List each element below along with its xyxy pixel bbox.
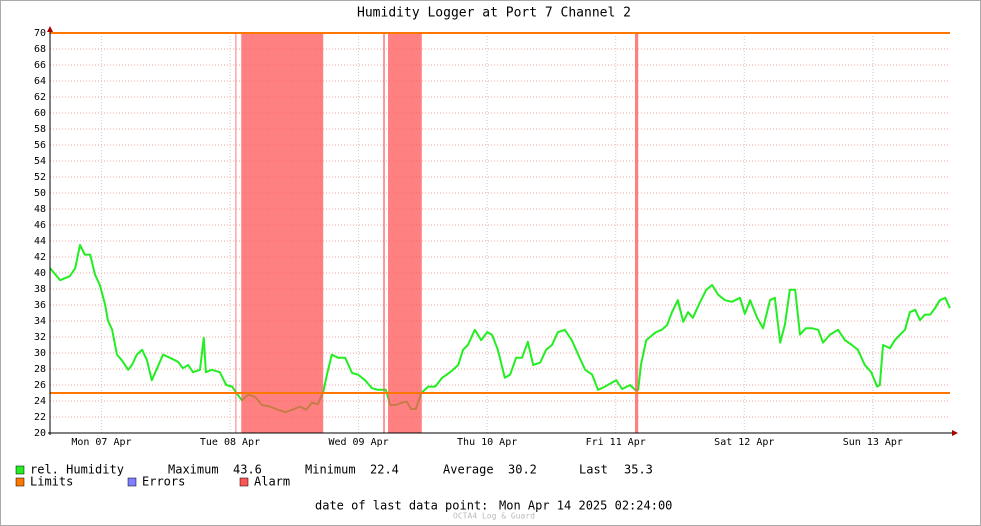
alarm-period	[241, 33, 324, 433]
x-tick-label: Fri 11 Apr	[586, 437, 646, 448]
y-tick-label: 46	[34, 220, 46, 231]
alarm-period	[235, 33, 237, 433]
legend-label: Alarm	[254, 475, 290, 489]
stat-value: 35.3	[624, 463, 653, 477]
x-tick-label: Sun 13 Apr	[843, 437, 903, 448]
axis-arrow	[47, 26, 53, 32]
y-tick-label: 30	[34, 348, 46, 359]
last-data-point: Mon Apr 14 2025 02:24:00	[499, 499, 672, 513]
legend: rel. Humidity Maximum 43.6 Minimum 22.4 Avera…	[15, 463, 653, 489]
y-tick-label: 54	[34, 156, 46, 167]
legend-label: Limits	[30, 475, 73, 489]
axis-arrow	[952, 430, 958, 436]
y-tick-label: 32	[34, 332, 46, 343]
alarm-period	[388, 33, 422, 433]
x-tick-label: Wed 09 Apr	[328, 437, 388, 448]
stat-value: 43.6	[233, 463, 262, 477]
chart-title: Humidity Logger at Port 7 Channel 2	[357, 6, 631, 21]
stat-label: Last	[579, 463, 608, 477]
y-tick-label: 62	[34, 92, 46, 103]
y-tick-label: 50	[34, 188, 46, 199]
y-tick-label: 44	[34, 236, 46, 247]
y-tick-label: 70	[34, 28, 46, 39]
legend-label: rel. Humidity	[30, 463, 124, 477]
legend-swatch	[15, 465, 25, 475]
alarm-period	[383, 33, 385, 433]
stat-label: Minimum	[305, 463, 356, 477]
data-line	[49, 244, 951, 414]
stat-value: 30.2	[508, 463, 537, 477]
y-tick-label: 64	[34, 76, 46, 87]
footer-label: date of last data point:	[315, 499, 488, 513]
y-tick-label: 60	[34, 108, 46, 119]
y-tick-label: 42	[34, 252, 46, 263]
stat-value: 22.4	[370, 463, 399, 477]
y-tick-label: 36	[34, 300, 46, 311]
x-tick-label: Thu 10 Apr	[457, 437, 517, 448]
legend-label: Errors	[142, 475, 185, 489]
y-tick-label: 20	[34, 428, 46, 439]
legend-swatch	[127, 477, 137, 487]
y-tick-label: 66	[34, 60, 46, 71]
legend-swatch	[15, 477, 25, 487]
x-tick-label: Sat 12 Apr	[714, 437, 774, 448]
stat-label: Average	[443, 463, 494, 477]
y-tick-label: 58	[34, 124, 46, 135]
x-tick-label: Mon 07 Apr	[71, 437, 131, 448]
y-tick-label: 52	[34, 172, 46, 183]
y-tick-label: 24	[34, 396, 46, 407]
y-tick-label: 56	[34, 140, 46, 151]
y-tick-label: 40	[34, 268, 46, 279]
alarm-period	[635, 33, 639, 433]
legend-swatch	[239, 477, 249, 487]
y-tick-label: 38	[34, 284, 46, 295]
watermark: OCTA4 Log & Guard	[453, 512, 535, 521]
x-tick-label: Tue 08 Apr	[200, 437, 260, 448]
y-tick-label: 26	[34, 380, 46, 391]
y-tick-label: 22	[34, 412, 46, 423]
y-tick-label: 34	[34, 316, 46, 327]
y-tick-label: 68	[34, 44, 46, 55]
y-tick-label: 48	[34, 204, 46, 215]
y-tick-label: 28	[34, 364, 46, 375]
stat-label: Maximum	[168, 463, 219, 477]
